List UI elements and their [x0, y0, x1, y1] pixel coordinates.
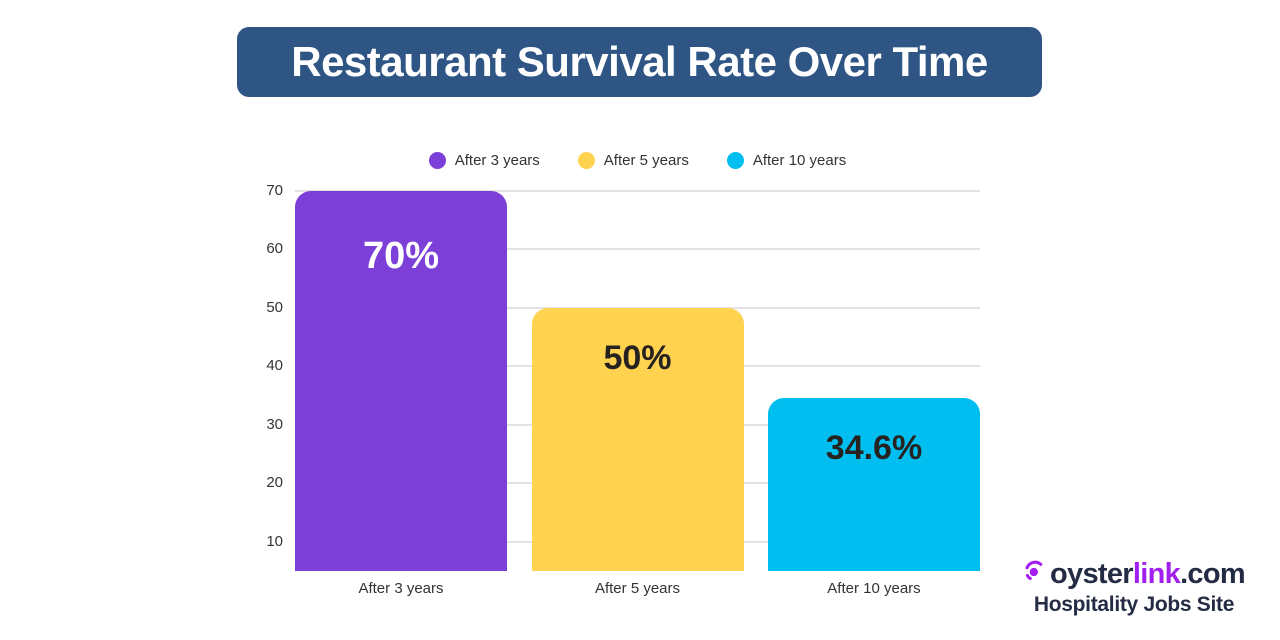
legend-item-1: After 3 years	[428, 151, 540, 169]
bar-after-10-years: 34.6%	[768, 397, 980, 571]
bar-after-5-years: 50%	[531, 307, 744, 571]
logo-wordmark: oysterlink.com	[1008, 558, 1260, 591]
y-axis-tick-40: 40	[266, 357, 283, 375]
y-axis-tick-30: 30	[266, 415, 283, 433]
chart-title-banner: Restaurant Survival Rate Over Time	[237, 27, 1042, 97]
x-axis-label-1: After 3 years	[358, 580, 444, 597]
legend-item-3: After 10 years	[726, 151, 847, 169]
logo-text-com: .com	[1180, 558, 1246, 590]
bar-value-label: 70%	[362, 235, 440, 277]
oyster-pearl-icon	[1023, 559, 1046, 582]
bar-value-label: 34.6%	[825, 428, 923, 467]
logo-tagline: Hospitality Jobs Site	[1033, 593, 1235, 616]
bar-after-3-years: 70%	[295, 191, 507, 571]
logo-text: oysterlink.com	[1050, 558, 1246, 591]
chart-title: Restaurant Survival Rate Over Time	[291, 38, 988, 85]
y-axis-tick-10: 10	[266, 532, 283, 550]
y-axis-tick-60: 60	[266, 240, 283, 258]
gridline-60	[295, 248, 980, 251]
chart-legend: After 3 years After 5 years After 10 years	[295, 149, 980, 171]
legend-swatch-icon	[577, 151, 595, 169]
bar-value-label: 50%	[603, 338, 672, 377]
y-axis-tick-50: 50	[266, 298, 283, 316]
legend-item-2: After 5 years	[577, 151, 689, 169]
gridline-70	[295, 190, 980, 192]
legend-swatch-icon	[726, 151, 744, 169]
logo-text-link: link	[1132, 558, 1181, 590]
x-axis-label-3: After 10 years	[827, 580, 921, 597]
legend-label: After 10 years	[752, 151, 847, 169]
y-axis-tick-20: 20	[266, 474, 283, 492]
legend-label: After 5 years	[603, 151, 689, 169]
x-axis-label-2: After 5 years	[594, 580, 681, 597]
logo-text-oyster: oyster	[1050, 558, 1134, 590]
y-axis-tick-70: 70	[266, 182, 283, 199]
oysterlink-logo: oysterlink.com Hospitality Jobs Site	[1008, 558, 1260, 617]
legend-label: After 3 years	[454, 151, 540, 169]
legend-swatch-icon	[428, 151, 446, 169]
